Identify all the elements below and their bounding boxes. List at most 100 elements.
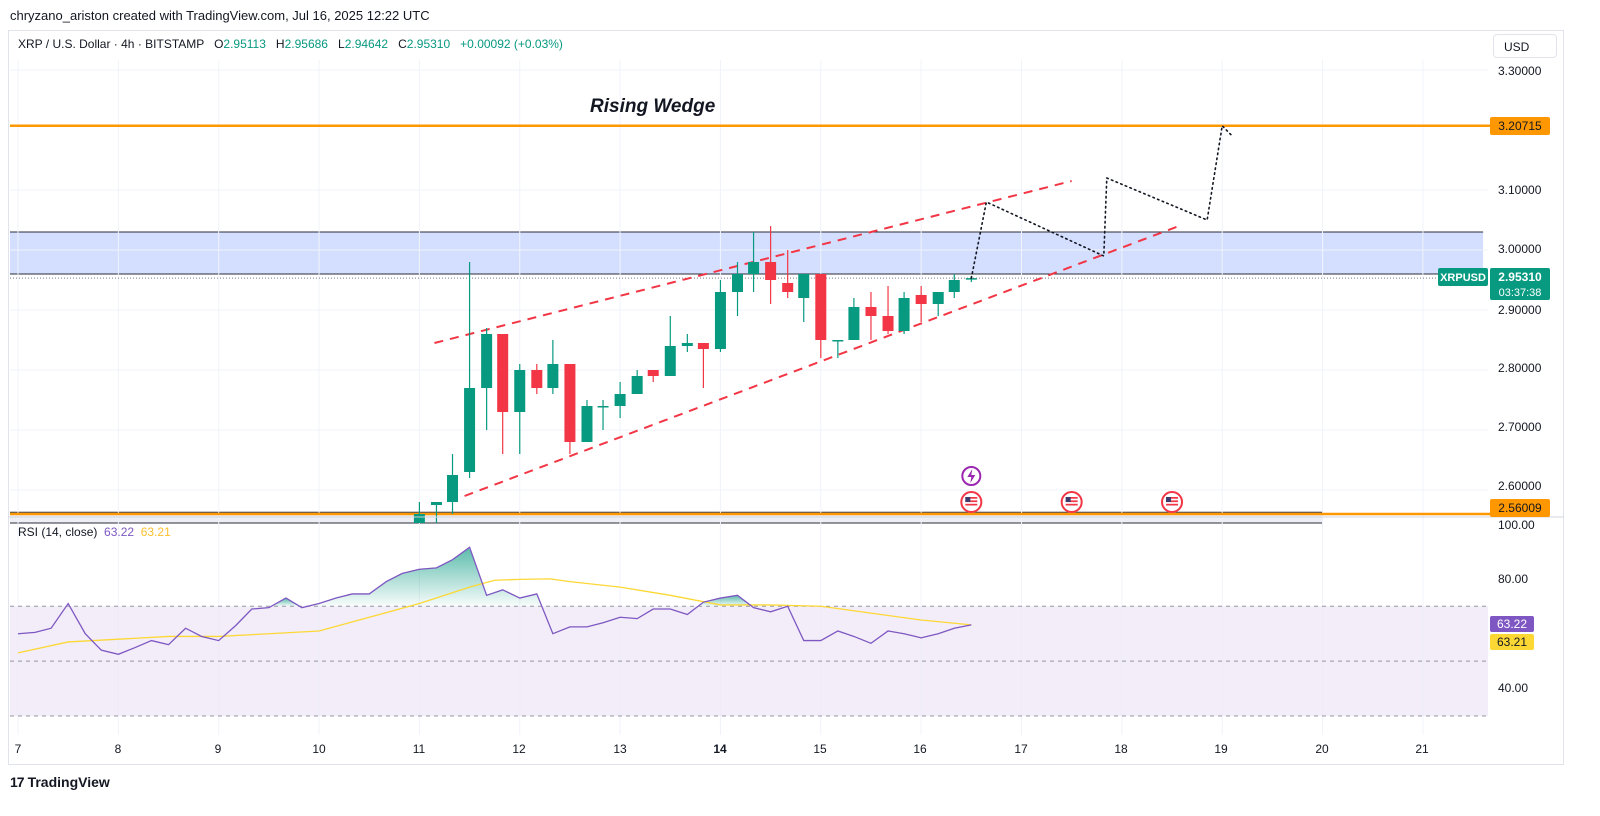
candle [581, 400, 593, 442]
candle [898, 292, 910, 334]
flag-stripe [965, 497, 978, 499]
time-tick: 8 [115, 742, 122, 756]
candle [647, 370, 659, 382]
candle-body [681, 343, 693, 346]
candle-body [848, 307, 860, 340]
candle [631, 370, 643, 394]
candle [514, 364, 526, 454]
time-tick: 10 [312, 742, 326, 756]
svg-text:2.95310: 2.95310 [1498, 270, 1542, 284]
svg-text:03:37:38: 03:37:38 [1499, 287, 1542, 299]
candle-body [832, 340, 844, 342]
tradingview-logo-icon: 17 [10, 774, 25, 790]
ohlc-high: H2.95686 [275, 37, 328, 51]
time-tick: 9 [215, 742, 222, 756]
time-tick: 11 [413, 742, 426, 756]
price-scale[interactable]: 3.30000 3.10000 3.00000 2.90000 2.80000 … [1498, 64, 1542, 493]
candle-body [597, 406, 609, 408]
candle-body [430, 502, 442, 505]
candle-body [664, 346, 676, 376]
flag-stripe [965, 503, 978, 506]
candle [932, 292, 944, 316]
candle-body [948, 280, 960, 292]
resistance-price-tag: 3.20715 [1490, 117, 1550, 135]
candle-body [782, 283, 794, 292]
candle [815, 274, 827, 358]
rsi-tick: 100.00 [1498, 518, 1535, 532]
pattern-annotation[interactable]: Rising Wedge [590, 96, 716, 117]
flag-stripe [1166, 497, 1179, 499]
candle [848, 298, 860, 340]
grid-layer [10, 60, 1488, 735]
time-tick: 17 [1014, 742, 1028, 756]
zones-layer [10, 231, 1484, 524]
candle-body [447, 475, 459, 502]
candle [547, 340, 559, 394]
ohlc-open: O2.95113 [214, 37, 266, 51]
symbol-title[interactable]: XRP / U.S. Dollar · 4h · BITSTAMP [18, 37, 205, 51]
chart-frame [8, 30, 1564, 765]
candle-body [815, 274, 827, 340]
tradingview-logo[interactable]: 17 TradingView [10, 774, 110, 790]
time-tick: 20 [1315, 742, 1329, 756]
time-tick: 7 [15, 742, 22, 756]
candle-body [581, 406, 593, 442]
flag-stripe [1065, 500, 1078, 503]
candle [413, 502, 425, 523]
rsi-ma-line [17, 578, 972, 654]
candle [614, 382, 626, 418]
candle [915, 286, 927, 322]
rsi-legend[interactable]: RSI (14, close) 63.22 63.21 [18, 525, 171, 539]
rsi-value-tag: 63.22 [1490, 616, 1534, 632]
projection-layer [970, 124, 1234, 280]
levels-layer [10, 124, 1490, 516]
rsi-scale[interactable]: 100.00 80.00 40.00 [1498, 518, 1535, 695]
candle-body [497, 334, 509, 412]
time-tick: 21 [1415, 742, 1429, 756]
brand-name: TradingView [27, 774, 110, 790]
candle-body [547, 364, 559, 388]
rsi-line [17, 546, 972, 655]
lightning-icon [961, 466, 982, 486]
candle [782, 250, 794, 298]
candle [697, 343, 709, 388]
price-tick: 3.30000 [1498, 64, 1542, 78]
candle [531, 364, 543, 394]
symbol-legend: XRP / U.S. Dollar · 4h · BITSTAMP O2.951… [18, 37, 563, 51]
svg-text:3.20715: 3.20715 [1498, 119, 1542, 133]
candle-body [631, 376, 643, 394]
candle-body [464, 388, 476, 472]
flag-stripe [1166, 503, 1179, 506]
chart-attribution: chryzano_ariston created with TradingVie… [10, 8, 430, 23]
symbol-price-tag: XRPUSD 2.95310 03:37:38 [1438, 268, 1550, 300]
us-flag-icon [960, 491, 983, 513]
candle [948, 274, 960, 298]
us-flag-icon [1060, 491, 1083, 513]
candle-body [697, 343, 709, 349]
candle-body [413, 514, 425, 523]
rsi-background [10, 605, 1488, 717]
candle [447, 454, 459, 514]
rsi-label: RSI (14, close) [18, 525, 98, 539]
candle [732, 262, 744, 316]
candle-body [481, 334, 493, 388]
candle-body [732, 274, 744, 292]
candle [464, 262, 476, 478]
candle [865, 292, 877, 340]
candle-body [898, 298, 910, 331]
time-axis[interactable]: 7 8 9 10 11 12 13 14 15 16 17 18 19 20 2… [15, 742, 1429, 756]
price-tick: 3.10000 [1498, 183, 1542, 197]
time-tick: 13 [613, 742, 627, 756]
flag-stripe [1166, 500, 1179, 503]
time-tick: 16 [913, 742, 927, 756]
time-tick: 19 [1214, 742, 1228, 756]
time-tick: 12 [512, 742, 526, 756]
svg-text:2.56009: 2.56009 [1498, 501, 1542, 515]
candle-body [882, 316, 894, 331]
lightning-bolt [967, 469, 976, 483]
projection-path [970, 124, 1234, 280]
flag-stripe [1065, 503, 1078, 506]
candle-body [531, 370, 543, 388]
currency-button[interactable]: USD [1493, 34, 1557, 58]
